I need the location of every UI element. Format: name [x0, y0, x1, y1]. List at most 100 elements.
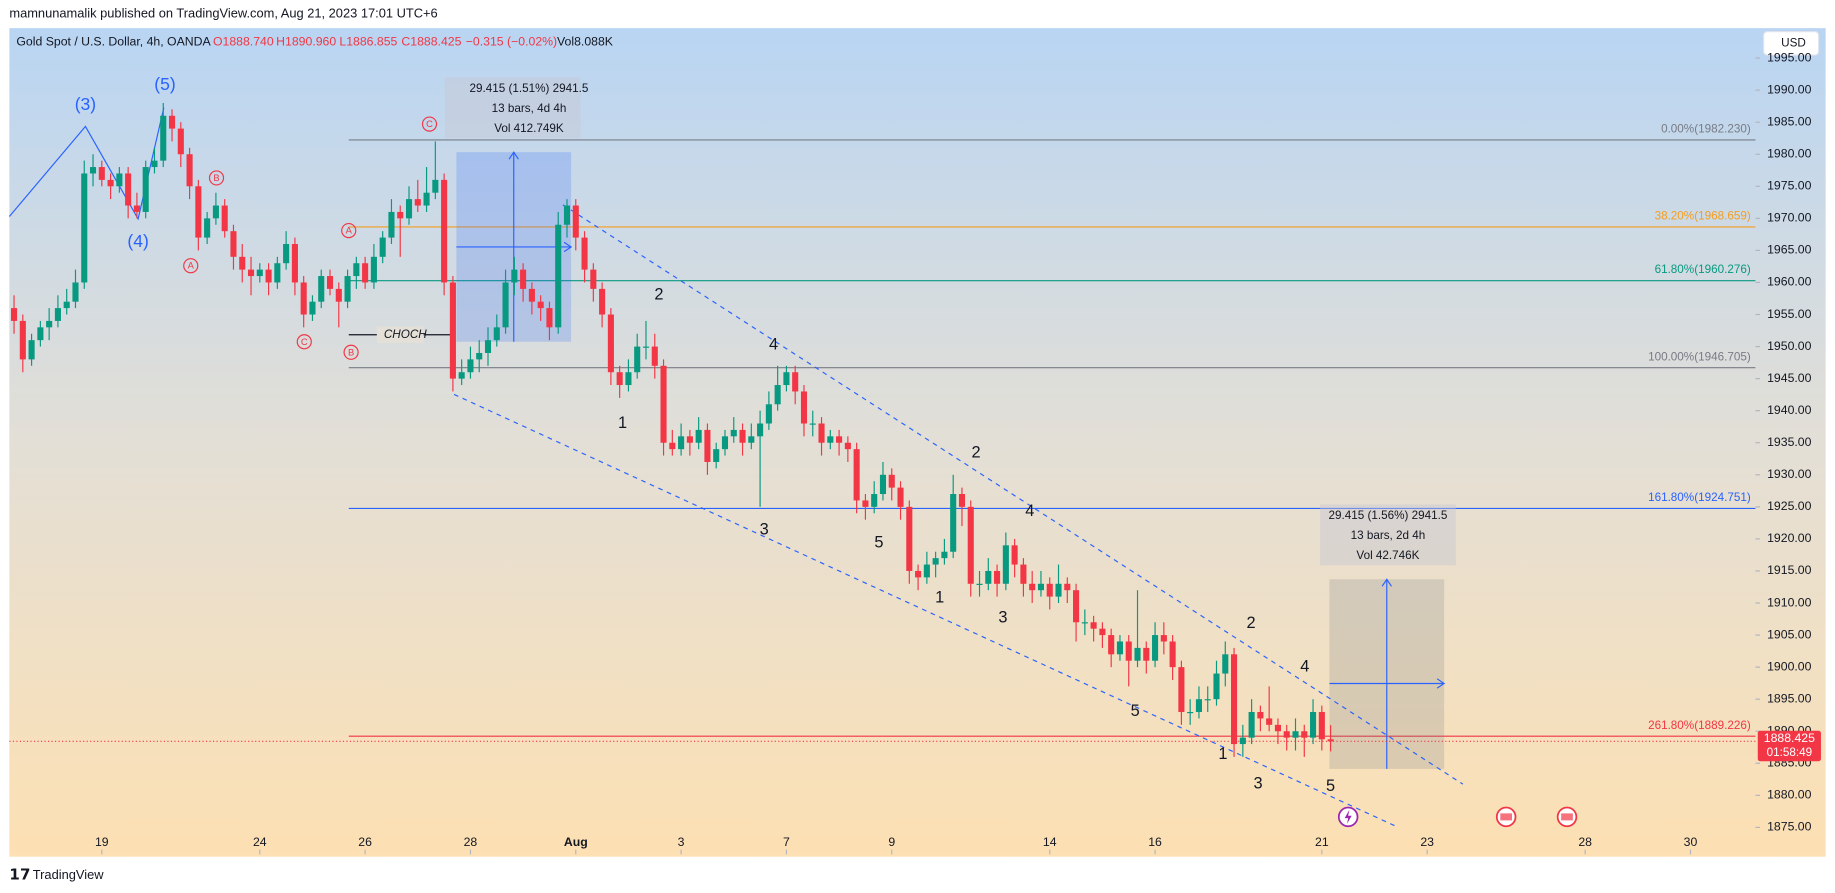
candle-body	[669, 442, 676, 450]
y-tick-label: 1950.00	[1767, 339, 1812, 353]
y-tick-label: 1945.00	[1767, 371, 1812, 385]
candle-body	[318, 276, 325, 302]
candle-body	[1318, 712, 1325, 740]
candle-body	[63, 301, 70, 309]
y-tick-label: 1900.00	[1767, 659, 1812, 673]
y-tick-label: 1905.00	[1767, 627, 1812, 641]
candle-body	[239, 256, 246, 270]
candle-body	[414, 199, 421, 206]
volume: Vol8.088K	[557, 34, 614, 48]
candle-body	[397, 211, 404, 219]
candle-body	[186, 154, 193, 187]
candle-body	[1239, 737, 1246, 745]
candle-body	[853, 449, 860, 501]
candle-body	[449, 282, 456, 379]
high: H1890.960	[276, 34, 336, 48]
wave-label: 3	[998, 608, 1007, 626]
x-tick-label: 26	[358, 835, 372, 849]
fib-label: 161.80%(1924.751)	[1648, 491, 1751, 504]
candle-body	[388, 211, 395, 238]
candle-body	[1064, 583, 1071, 591]
candle-body	[423, 192, 430, 206]
measure-arrow-head	[1381, 578, 1392, 587]
low: L1886.855	[339, 34, 397, 48]
candle-body	[1231, 654, 1238, 745]
wave-label: A	[188, 261, 195, 271]
wave-label: 4	[769, 336, 778, 354]
candle-body	[932, 558, 939, 565]
fib-label: 38.20%(1968.659)	[1655, 210, 1751, 223]
candle-body	[247, 269, 255, 277]
x-tick-label: 16	[1148, 835, 1162, 849]
candle-body	[1283, 731, 1290, 738]
candle-body	[133, 205, 140, 212]
fib-label: 261.80%(1889.226)	[1648, 719, 1751, 732]
candle-body	[432, 179, 439, 193]
candle-body	[748, 436, 755, 443]
wave-label: (5)	[154, 74, 175, 94]
wave-label: 5	[874, 533, 883, 551]
candle-body	[1011, 545, 1018, 565]
currency-button[interactable]	[1763, 31, 1820, 56]
y-tick-label: 1940.00	[1767, 403, 1812, 417]
open: O1888.740	[213, 34, 274, 48]
wave-label: 1	[1218, 745, 1227, 763]
candle-body	[862, 500, 869, 507]
event-icon-bolt	[1344, 809, 1352, 824]
y-tick-label: 1910.00	[1767, 595, 1812, 609]
candle-body	[1274, 724, 1281, 732]
candle-body	[1143, 647, 1150, 661]
fib-label: 100.00%(1946.705)	[1648, 350, 1751, 363]
wave-label: 5	[1131, 702, 1140, 720]
candle-body	[37, 327, 44, 341]
wave-label: (4)	[127, 231, 148, 251]
candle-body	[1055, 583, 1062, 597]
x-tick-label: 23	[1420, 835, 1434, 849]
candle-body	[1125, 641, 1132, 661]
candle-body	[283, 243, 290, 264]
candle-body	[265, 269, 272, 283]
candle-body	[72, 282, 79, 302]
candle-body	[1327, 739, 1334, 742]
candle-body	[291, 243, 298, 283]
candle-body	[1169, 641, 1176, 668]
y-tick-label: 1895.00	[1767, 691, 1812, 705]
y-tick-label: 1875.00	[1767, 820, 1812, 834]
candle-body	[10, 308, 18, 321]
candle-body	[160, 115, 167, 161]
candle-body	[985, 570, 992, 584]
chart-area	[9, 28, 1826, 857]
choch-bg	[376, 326, 424, 343]
y-tick-label: 1995.00	[1767, 50, 1812, 64]
wave-label: A	[346, 226, 353, 236]
y-tick-label: 1955.00	[1767, 307, 1812, 321]
x-tick-label: 14	[1043, 835, 1057, 849]
countdown: 01:58:49	[1767, 746, 1813, 759]
y-tick-label: 1990.00	[1767, 82, 1812, 96]
x-tick-label: 9	[888, 835, 895, 849]
fib-label: 61.80%(1960.276)	[1655, 263, 1751, 276]
measure-label-box	[444, 77, 581, 139]
choch-label: CHOCH	[384, 328, 427, 341]
candle-body	[616, 372, 623, 386]
candle-body	[976, 583, 983, 585]
candle-body	[528, 288, 535, 302]
candle-body	[739, 429, 746, 443]
candle-body	[774, 385, 781, 405]
candle-body	[871, 494, 878, 507]
candle-body	[546, 308, 553, 328]
candle-body	[836, 436, 843, 443]
currency[interactable]: USD	[1781, 36, 1806, 49]
candle-body	[467, 359, 474, 373]
wave-circle	[208, 170, 225, 186]
candle-body	[1266, 718, 1273, 725]
candle-body	[54, 308, 61, 321]
y-tick-label: 1960.00	[1767, 275, 1812, 289]
candle-body	[326, 276, 334, 289]
candle-body	[686, 436, 693, 443]
candle-body	[555, 224, 562, 328]
candle-body	[28, 340, 35, 360]
brand: 𝟭𝟳 TradingView	[9, 866, 104, 883]
candle-body	[125, 173, 132, 206]
